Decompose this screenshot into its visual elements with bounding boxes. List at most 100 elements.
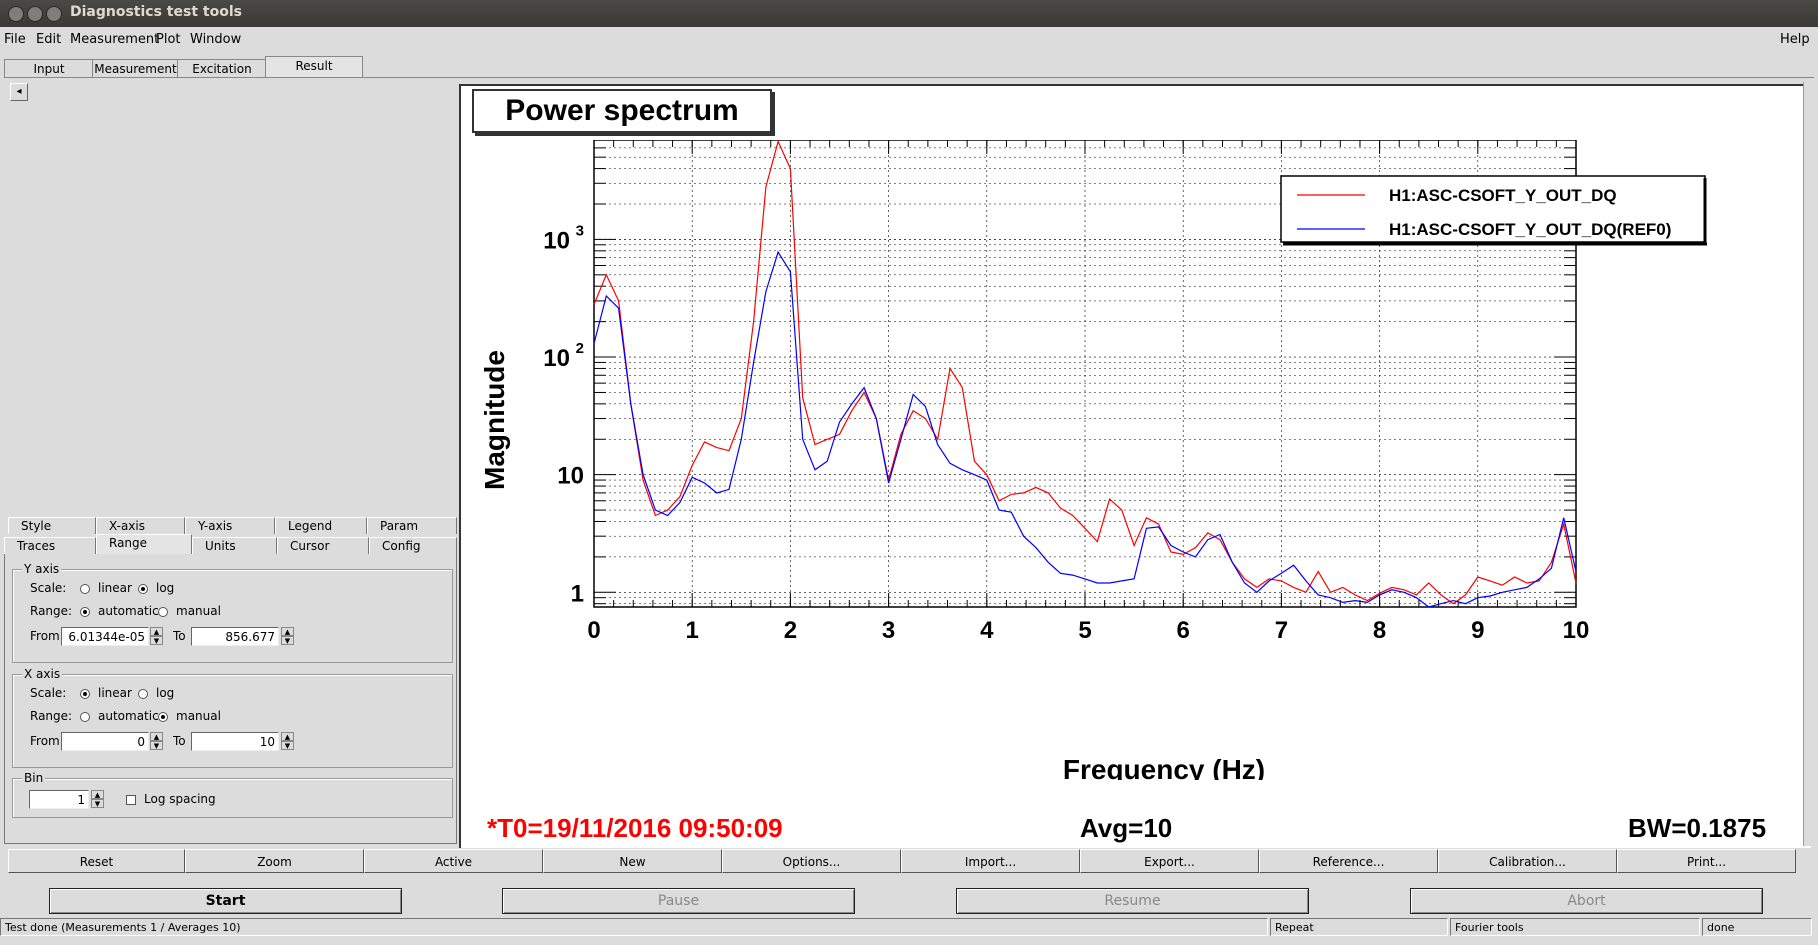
- print-button[interactable]: Print...: [1617, 849, 1796, 873]
- x-tick-label: 1: [686, 617, 699, 644]
- tab-excitation[interactable]: Excitation: [177, 59, 267, 78]
- start-button[interactable]: Start: [49, 888, 402, 914]
- pause-button[interactable]: Pause: [502, 888, 855, 914]
- import-button[interactable]: Import...: [901, 849, 1080, 873]
- t0-timestamp: *T0=19/11/2016 09:50:09: [487, 813, 783, 843]
- settings-tab-param[interactable]: Param: [367, 517, 457, 534]
- y-axis-label: Magnitude: [479, 350, 510, 490]
- y-to-spinner[interactable]: ▲ ▼: [281, 627, 294, 646]
- x-range-automatic-label: automatic: [98, 709, 159, 723]
- menu-plot[interactable]: Plot: [156, 32, 181, 47]
- new-button[interactable]: New: [543, 849, 722, 873]
- tab-measurement[interactable]: Measurement: [92, 59, 179, 78]
- bin-input[interactable]: 1: [29, 790, 89, 809]
- plot-vertical-scrollbar[interactable]: [1803, 82, 1816, 846]
- plot-title: Power spectrum: [472, 89, 772, 133]
- y-tick-label: 10: [543, 227, 570, 254]
- y-from-spinner[interactable]: ▲ ▼: [150, 627, 163, 646]
- log-spacing-checkbox[interactable]: [126, 795, 136, 805]
- zoom-button[interactable]: Zoom: [185, 849, 364, 873]
- chart-grid: [593, 140, 1577, 607]
- menu-measurement[interactable]: Measurement: [70, 32, 160, 47]
- menu-help[interactable]: Help: [1780, 32, 1810, 47]
- y-tick-label: 10: [543, 345, 570, 372]
- x-scale-label: Scale:: [30, 686, 67, 700]
- window-title: Diagnostics test tools: [70, 4, 242, 20]
- x-to-input[interactable]: 10: [191, 732, 279, 751]
- settings-tab-y-axis[interactable]: Y-axis: [185, 517, 275, 534]
- reset-button[interactable]: Reset: [8, 849, 185, 873]
- series-line-reference: [593, 250, 1577, 608]
- minimize-window-icon[interactable]: [27, 6, 43, 22]
- x-tick-label: 2: [784, 617, 797, 644]
- y-to-label: To: [173, 629, 186, 643]
- settings-tab-style[interactable]: Style: [8, 517, 96, 534]
- x-range-manual-radio[interactable]: [158, 712, 168, 722]
- collapse-arrow-icon[interactable]: ◂: [10, 83, 28, 101]
- average-count: Avg=10: [1080, 813, 1173, 843]
- menu-bar: File Edit Measurement Plot Window Help: [0, 27, 1818, 52]
- y-axis-legend: Y axis: [22, 562, 62, 576]
- legend-entry-signal: H1:ASC-CSOFT_Y_OUT_DQ: [1389, 186, 1617, 205]
- settings-tab-legend[interactable]: Legend: [275, 517, 367, 534]
- y-range-automatic-label: automatic: [98, 604, 159, 618]
- y-range-manual-radio[interactable]: [158, 607, 168, 617]
- y-range-label: Range:: [30, 604, 73, 618]
- settings-tab-cursor[interactable]: Cursor: [277, 537, 369, 554]
- x-scale-linear-radio[interactable]: [80, 689, 90, 699]
- settings-tab-config[interactable]: Config: [369, 537, 457, 554]
- x-tick-label: 0: [587, 617, 600, 644]
- tab-input[interactable]: Input: [4, 59, 94, 78]
- left-options-panel: ◂: [4, 79, 459, 844]
- y-range-automatic-radio[interactable]: [80, 607, 90, 617]
- status-message: Test done (Measurements 1 / Averages 10): [0, 918, 1268, 936]
- abort-button[interactable]: Abort: [1410, 888, 1763, 914]
- resume-button[interactable]: Resume: [956, 888, 1309, 914]
- x-to-spinner[interactable]: ▲ ▼: [281, 732, 294, 751]
- x-tick-label: 6: [1177, 617, 1190, 644]
- x-scale-log-radio[interactable]: [138, 689, 148, 699]
- y-from-input[interactable]: 6.01344e-05: [61, 627, 149, 646]
- x-from-input[interactable]: 0: [61, 732, 149, 751]
- x-tick-label: 9: [1471, 617, 1484, 644]
- menu-window[interactable]: Window: [190, 32, 242, 47]
- window-title-bar: Diagnostics test tools: [0, 0, 1818, 27]
- y-tick-label: 1: [571, 580, 584, 607]
- reference-button[interactable]: Reference...: [1259, 849, 1438, 873]
- y-to-input[interactable]: 856.677: [191, 627, 279, 646]
- y-scale-linear-radio[interactable]: [80, 584, 90, 594]
- tab-result[interactable]: Result: [265, 56, 363, 78]
- x-from-spinner[interactable]: ▲ ▼: [150, 732, 163, 751]
- y-range-manual-label: manual: [176, 604, 221, 618]
- settings-tab-x-axis[interactable]: X-axis: [96, 517, 185, 534]
- x-tick-label: 4: [980, 617, 994, 644]
- menu-edit[interactable]: Edit: [36, 32, 62, 47]
- x-scale-linear-label: linear: [98, 686, 132, 700]
- options-button[interactable]: Options...: [722, 849, 901, 873]
- x-axis-group: [12, 674, 453, 768]
- settings-tab-units[interactable]: Units: [192, 537, 277, 554]
- y-tick-labels: 1 10 10 2 10 3: [543, 222, 584, 607]
- export-button[interactable]: Export...: [1080, 849, 1259, 873]
- calibration-button[interactable]: Calibration...: [1438, 849, 1617, 873]
- y-scale-log-radio[interactable]: [138, 584, 148, 594]
- x-axis-label: Frequency (Hz): [1063, 754, 1265, 780]
- x-from-label: From: [30, 734, 60, 748]
- x-to-label: To: [173, 734, 186, 748]
- menu-file[interactable]: File: [4, 32, 26, 47]
- settings-tab-range[interactable]: Range: [96, 534, 192, 554]
- chart-series: [593, 140, 1577, 608]
- settings-tab-traces[interactable]: Traces: [4, 537, 96, 554]
- x-tick-label: 8: [1373, 617, 1386, 644]
- active-button[interactable]: Active: [364, 849, 543, 873]
- close-window-icon[interactable]: [8, 6, 24, 22]
- bin-spinner[interactable]: ▲ ▼: [91, 790, 104, 809]
- maximize-window-icon[interactable]: [46, 6, 62, 22]
- bandwidth: BW=0.1875: [1628, 813, 1767, 843]
- x-tick-label: 5: [1078, 617, 1091, 644]
- x-range-automatic-radio[interactable]: [80, 712, 90, 722]
- chart-legend: H1:ASC-CSOFT_Y_OUT_DQ H1:ASC-CSOFT_Y_OUT…: [1280, 175, 1707, 246]
- range-settings-pane: [4, 554, 457, 844]
- x-tick-label: 10: [1563, 617, 1590, 644]
